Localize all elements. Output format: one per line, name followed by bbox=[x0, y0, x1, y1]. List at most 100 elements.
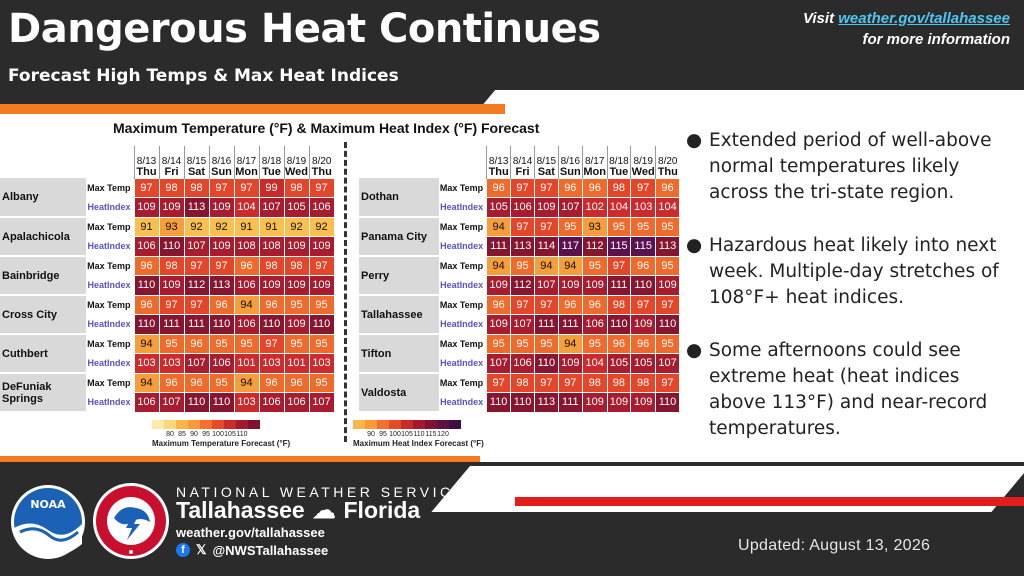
day-label: Sun bbox=[559, 165, 581, 178]
heat-index-cell: 109 bbox=[655, 275, 680, 296]
header-orange-stripe bbox=[0, 104, 505, 114]
date-label: 8/13 bbox=[488, 155, 509, 167]
date-label: 8/16 bbox=[560, 155, 581, 167]
facebook-icon[interactable]: f bbox=[176, 543, 190, 557]
max-temp-cell: 99 bbox=[258, 177, 285, 198]
max-temp-cell: 97 bbox=[208, 177, 235, 198]
max-temp-cell: 95 bbox=[208, 372, 235, 393]
max-temp-cell: 98 bbox=[283, 255, 310, 276]
max-temp-cell: 96 bbox=[183, 333, 210, 354]
date-label: 8/17 bbox=[236, 155, 257, 167]
city-name: Dothan bbox=[359, 178, 440, 218]
max-temp-cell: 95 bbox=[557, 216, 583, 237]
max-temp-cell: 95 bbox=[510, 333, 535, 354]
table-row: Tallahassee Max Temp 96 97 97 96 96 98 97 97 bbox=[359, 294, 680, 335]
x-icon[interactable]: 𝕏 bbox=[196, 542, 207, 557]
max-temp-cell: 97 bbox=[208, 255, 235, 276]
table-row: Dothan Max Temp 96 97 97 96 96 98 97 96 bbox=[359, 177, 680, 218]
max-temp-cell: 97 bbox=[486, 372, 512, 393]
heat-index-cell: 103 bbox=[258, 353, 285, 374]
max-temp-cell: 98 bbox=[606, 372, 632, 393]
heat-index-cell: 109 bbox=[606, 392, 632, 413]
heat-index-cell: 109 bbox=[208, 197, 235, 218]
heat-index-cell: 109 bbox=[258, 275, 285, 296]
max-temp-cell: 96 bbox=[630, 255, 657, 276]
table-row: HeatIndex 110 111 111 110 106 110 109 110 bbox=[0, 314, 335, 335]
max-temp-cell: 94 bbox=[557, 333, 583, 354]
temp-legend-title: Maximum Temperature Forecast (°F) bbox=[152, 439, 291, 448]
legend-tick: 115 bbox=[425, 431, 437, 438]
heat-index-label: HeatIndex bbox=[86, 353, 134, 373]
heat-index-cell: 103 bbox=[308, 353, 335, 374]
max-temp-cell: 95 bbox=[308, 294, 335, 315]
max-temp-cell: 95 bbox=[486, 333, 512, 354]
max-temp-label: Max Temp bbox=[86, 373, 134, 393]
max-temp-label: Max Temp bbox=[86, 178, 134, 198]
footer-website[interactable]: weather.gov/tallahassee bbox=[176, 525, 325, 540]
legend-swatch bbox=[437, 420, 449, 429]
visit-prefix: Visit bbox=[802, 10, 839, 27]
table-row: Apalachicola Max Temp 91 93 92 92 91 91 92 92 bbox=[0, 216, 335, 257]
legend-tick: 90 bbox=[367, 431, 375, 438]
max-temp-cell: 97 bbox=[557, 372, 583, 393]
heat-index-cell: 104 bbox=[655, 197, 680, 218]
max-temp-cell: 94 bbox=[486, 255, 512, 276]
heat-index-label: HeatIndex bbox=[86, 236, 134, 256]
max-temp-cell: 96 bbox=[158, 372, 185, 393]
heat-index-cell: 106 bbox=[283, 392, 310, 413]
max-temp-cell: 96 bbox=[486, 177, 512, 198]
heat-index-cell: 114 bbox=[533, 236, 559, 257]
city-name: Cuthbert bbox=[0, 334, 86, 374]
page-subtitle: Forecast High Temps & Max Heat Indices bbox=[8, 66, 399, 86]
table-row: Bainbridge Max Temp 96 98 97 97 96 98 98 97 bbox=[0, 255, 335, 296]
date-header: 8/14 Fri bbox=[158, 146, 184, 178]
heat-index-cell: 111 bbox=[158, 314, 185, 335]
heat-index-cell: 110 bbox=[133, 314, 160, 335]
legend-swatch bbox=[377, 420, 389, 429]
max-temp-label: Max Temp bbox=[439, 295, 487, 315]
table-row: Cuthbert Max Temp 94 95 96 95 95 97 95 95 bbox=[0, 333, 335, 374]
legend-tick: 110 bbox=[236, 431, 248, 438]
legend-swatch bbox=[248, 420, 260, 429]
max-temp-cell: 97 bbox=[183, 255, 210, 276]
heat-index-cell: 113 bbox=[533, 392, 559, 413]
heat-index-cell: 113 bbox=[183, 197, 210, 218]
heat-index-cell: 110 bbox=[655, 314, 680, 335]
date-header: 8/15 Sat bbox=[533, 146, 559, 178]
city-name: Bainbridge bbox=[0, 256, 86, 296]
heat-index-cell: 110 bbox=[510, 392, 535, 413]
table-row: DeFuniak Springs Max Temp 94 96 96 95 94 96 96 95 bbox=[0, 372, 335, 413]
legend-tick: 110 bbox=[413, 431, 425, 438]
max-temp-cell: 97 bbox=[510, 294, 535, 315]
max-temp-cell: 95 bbox=[606, 216, 632, 237]
legend-swatch bbox=[353, 420, 365, 429]
city-name: Panama City bbox=[359, 217, 440, 257]
footer-orange-stripe bbox=[0, 456, 480, 466]
heat-index-cell: 109 bbox=[630, 392, 657, 413]
nws-logo bbox=[93, 483, 169, 559]
day-label: Thu bbox=[311, 165, 332, 178]
max-temp-cell: 98 bbox=[158, 255, 185, 276]
forecast-panel-title: Maximum Temperature (°F) & Maximum Heat … bbox=[113, 120, 540, 136]
heat-index-cell: 106 bbox=[581, 314, 608, 335]
noaa-logo: NOAA bbox=[11, 485, 85, 559]
table-row: HeatIndex 111 113 114 117 112 115 115 113 bbox=[359, 236, 680, 257]
max-temp-cell: 93 bbox=[581, 216, 608, 237]
day-label: Sat bbox=[187, 165, 206, 178]
table-row: HeatIndex 110 110 113 111 109 109 109 110 bbox=[359, 392, 680, 413]
legend-swatch bbox=[164, 420, 176, 429]
date-header: 8/16 Sun bbox=[557, 146, 583, 178]
max-temp-cell: 98 bbox=[606, 294, 632, 315]
max-temp-label: Max Temp bbox=[86, 295, 134, 315]
max-temp-cell: 97 bbox=[630, 177, 657, 198]
heat-index-label: HeatIndex bbox=[439, 275, 487, 295]
max-temp-cell: 96 bbox=[258, 372, 285, 393]
heat-index-cell: 115 bbox=[606, 236, 632, 257]
legend-tick bbox=[248, 431, 260, 438]
heat-index-cell: 103 bbox=[158, 353, 185, 374]
heat-index-cell: 111 bbox=[606, 275, 632, 296]
social-handle[interactable]: @NWSTallahassee bbox=[212, 542, 329, 558]
heat-index-cell: 106 bbox=[233, 314, 260, 335]
day-label: Tue bbox=[262, 165, 281, 178]
visit-link[interactable]: weather.gov/tallahassee bbox=[838, 10, 1010, 27]
